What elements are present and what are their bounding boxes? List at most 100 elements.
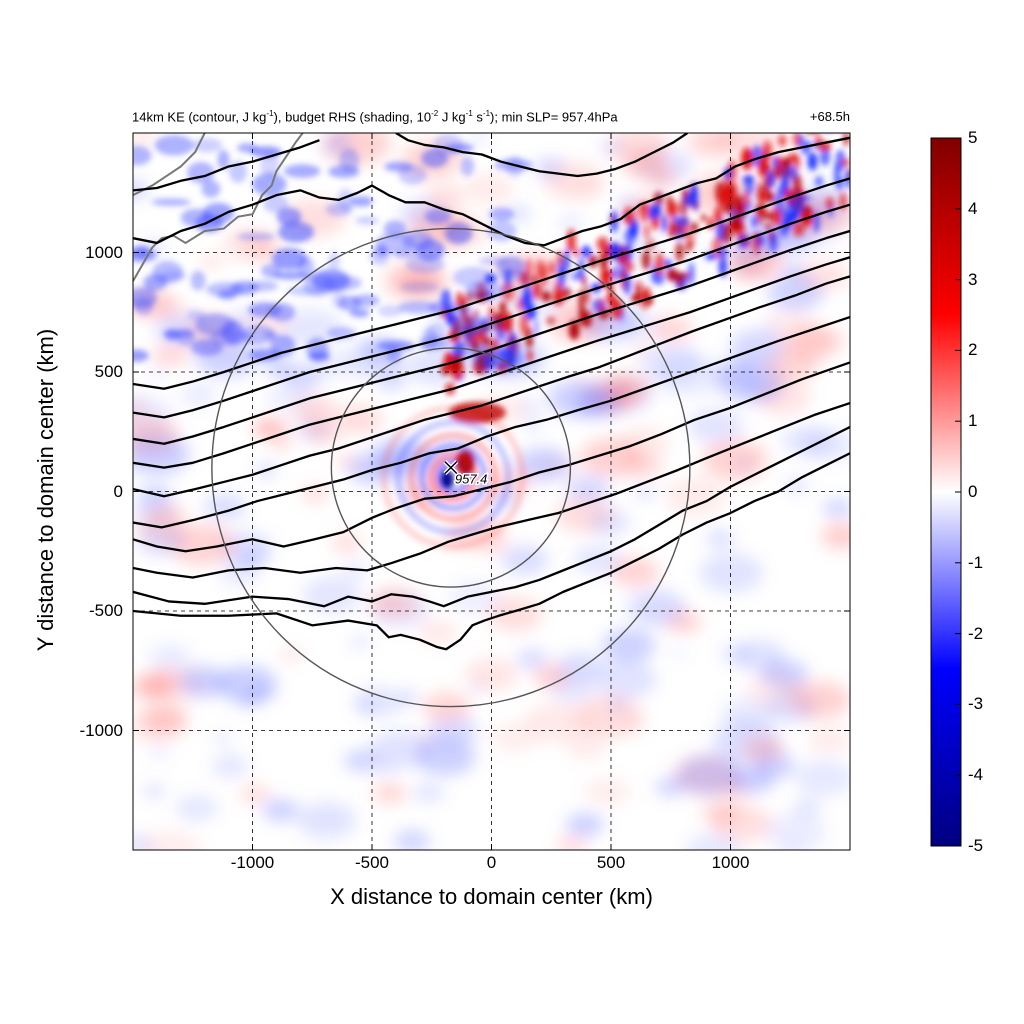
- shading-cell: [308, 351, 331, 362]
- shading-blob: [575, 695, 643, 738]
- shading-cell: [237, 232, 276, 241]
- shading-cell: [489, 347, 524, 371]
- shading-cell: [829, 120, 840, 131]
- shading-blob: [373, 594, 400, 612]
- ke-contour-line: [133, 177, 850, 390]
- shading-cell: [792, 174, 802, 196]
- shading-cell: [815, 124, 823, 132]
- shading-cell: [806, 133, 811, 136]
- shading-blob: [213, 733, 233, 745]
- shading-blob: [501, 545, 549, 575]
- shading-blob: [685, 832, 741, 850]
- shading-blob: [507, 207, 530, 221]
- shading-cell: [677, 216, 690, 227]
- x-tick-label: 500: [596, 853, 626, 872]
- y-tick-label: 500: [94, 362, 123, 381]
- axis-ticks: [133, 133, 850, 850]
- shading-cell: [676, 271, 684, 288]
- shading-cell: [718, 187, 727, 210]
- shading-cell: [465, 281, 507, 300]
- shading-blob: [169, 524, 235, 566]
- shading-cell: [667, 200, 679, 217]
- shading-cell: [133, 297, 154, 316]
- shading-cell: [164, 329, 180, 341]
- shading-cell: [596, 236, 609, 252]
- shading-blob: [418, 620, 458, 645]
- shading-blob: [200, 254, 224, 269]
- shading-cell: [666, 268, 678, 282]
- ke-contour-line: [133, 203, 850, 419]
- shading-cell: [377, 305, 403, 317]
- shading-cell: [812, 133, 815, 134]
- shading-cell: [541, 290, 551, 302]
- shading-blob: [729, 329, 785, 365]
- shading-cell: [731, 217, 744, 231]
- shading-blob: [807, 726, 850, 754]
- shading-blob: [611, 556, 660, 587]
- shading-blob: [464, 657, 518, 692]
- shading-blob: [144, 784, 165, 798]
- shading-blob: [138, 670, 182, 698]
- shading-blob: [822, 498, 850, 518]
- shading-blob: [178, 666, 229, 698]
- shading-blob: [730, 765, 775, 794]
- shading-cell: [778, 134, 787, 147]
- shading-cell: [496, 256, 526, 276]
- colorbar-tick-label: -2: [968, 623, 984, 643]
- shading-blob: [343, 749, 381, 773]
- shading-cell: [526, 338, 533, 347]
- shading-blob: [609, 133, 670, 166]
- shading-cell: [635, 286, 640, 298]
- shading-cell: [705, 252, 717, 260]
- shading-blob: [532, 665, 570, 689]
- shading-cell: [276, 207, 302, 226]
- shading-cell: [672, 214, 679, 225]
- shading-cell: [788, 152, 800, 163]
- shading-blob: [301, 485, 329, 503]
- shading-blob: [155, 298, 191, 321]
- shading-cell: [526, 258, 532, 277]
- shading-cell: [654, 252, 665, 276]
- shading-blob: [654, 354, 722, 397]
- colorbar: [930, 137, 962, 847]
- x-tick-label: 0: [486, 853, 497, 872]
- shading-cell: [283, 164, 321, 178]
- x-tick-label: -500: [354, 853, 390, 872]
- shading-strong: [133, 114, 850, 395]
- y-axis-label: Y distance to domain center (km): [33, 328, 58, 652]
- shading-cell: [772, 207, 782, 226]
- ke-contour-line: [133, 425, 850, 608]
- shading-blob: [302, 576, 362, 614]
- shading-blob: [792, 798, 822, 817]
- shading-cell: [530, 275, 538, 284]
- shading-blob: [756, 381, 811, 416]
- shading-blob: [571, 374, 589, 386]
- shading-cell: [488, 207, 515, 222]
- shading-cell: [506, 155, 524, 177]
- shading-cell: [581, 245, 592, 258]
- colorbar-tick-label: 0: [968, 482, 978, 501]
- shading-cell: [744, 174, 755, 196]
- shading-blob: [219, 561, 259, 586]
- ke-contour-line: [133, 139, 320, 192]
- shading-cell: [836, 176, 843, 191]
- shading-blob: [636, 487, 654, 499]
- shading-cell: [807, 152, 818, 171]
- shading-cell: [651, 216, 659, 230]
- shading-ring: [428, 452, 479, 503]
- shading-cell: [352, 294, 380, 307]
- shading-cell: [176, 328, 196, 346]
- shading-blob: [670, 647, 687, 658]
- shading-blob: [297, 801, 357, 839]
- range-circles: [211, 227, 691, 708]
- shading-blob: [711, 804, 772, 843]
- shading-cell: [831, 114, 835, 121]
- shading-blob: [334, 453, 361, 470]
- range-circle: [330, 347, 572, 588]
- shading-blob: [352, 686, 403, 718]
- shading-blob: [140, 830, 201, 850]
- shading-cell: [744, 233, 750, 249]
- ke-contour-line: [133, 136, 850, 247]
- shading-cell: [638, 204, 648, 212]
- shading-cell: [350, 196, 373, 207]
